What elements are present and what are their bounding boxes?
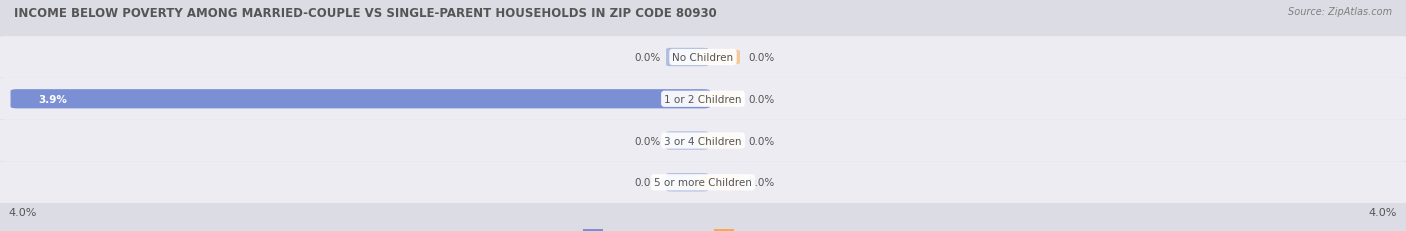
Text: 0.0%: 0.0% (749, 177, 775, 188)
Text: 4.0%: 4.0% (8, 207, 37, 217)
Text: 3.9%: 3.9% (39, 94, 67, 104)
FancyBboxPatch shape (0, 37, 1406, 79)
Text: 5 or more Children: 5 or more Children (654, 177, 752, 188)
FancyBboxPatch shape (10, 90, 710, 109)
FancyBboxPatch shape (697, 51, 740, 65)
Text: 4.0%: 4.0% (1369, 207, 1398, 217)
Text: 0.0%: 0.0% (749, 136, 775, 146)
Text: 0.0%: 0.0% (749, 53, 775, 63)
Text: 0.0%: 0.0% (634, 177, 661, 188)
Text: 0.0%: 0.0% (634, 136, 661, 146)
Text: 0.0%: 0.0% (634, 53, 661, 63)
FancyBboxPatch shape (666, 173, 709, 192)
FancyBboxPatch shape (666, 132, 709, 150)
Text: INCOME BELOW POVERTY AMONG MARRIED-COUPLE VS SINGLE-PARENT HOUSEHOLDS IN ZIP COD: INCOME BELOW POVERTY AMONG MARRIED-COUPL… (14, 7, 717, 20)
FancyBboxPatch shape (0, 79, 1406, 120)
FancyBboxPatch shape (666, 49, 709, 67)
Text: 1 or 2 Children: 1 or 2 Children (664, 94, 742, 104)
FancyBboxPatch shape (697, 175, 740, 190)
FancyBboxPatch shape (697, 92, 740, 106)
FancyBboxPatch shape (0, 162, 1406, 203)
Legend: Married Couples, Single Parents: Married Couples, Single Parents (579, 225, 827, 231)
Text: 3 or 4 Children: 3 or 4 Children (664, 136, 742, 146)
FancyBboxPatch shape (0, 120, 1406, 162)
Text: 0.0%: 0.0% (749, 94, 775, 104)
Text: Source: ZipAtlas.com: Source: ZipAtlas.com (1288, 7, 1392, 17)
Text: No Children: No Children (672, 53, 734, 63)
FancyBboxPatch shape (697, 134, 740, 148)
